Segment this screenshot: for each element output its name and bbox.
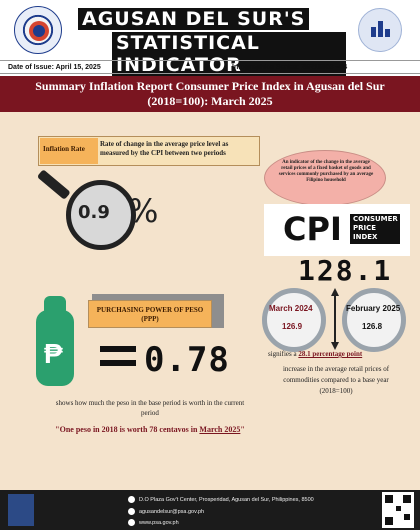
ppp-title-line-1: PURCHASING POWER OF PESO bbox=[96, 306, 204, 314]
percentage-point-highlight: 28.1 percentage point bbox=[298, 350, 363, 358]
cpi-definition-text: An indicator of the change in the averag… bbox=[278, 160, 374, 183]
email-text[interactable]: agusandelsur@psa.gov.ph bbox=[139, 508, 205, 515]
february-2025-label: February 2025 bbox=[346, 304, 401, 313]
cpi-signifies: signifies a 28.1 percentage point bbox=[268, 350, 418, 358]
title-line-1: AGUSAN DEL SUR'S bbox=[78, 8, 310, 30]
inflation-rate-label: Inflation Rate bbox=[40, 138, 98, 164]
footer-website[interactable]: www.psa.gov.ph bbox=[128, 519, 179, 526]
footer-address: D.O Plaza Gov't Center, Prosperidad, Agu… bbox=[128, 496, 314, 503]
title-line-2: STATISTICAL INDICATOR bbox=[112, 32, 346, 76]
percent-sign: % bbox=[128, 192, 159, 230]
cpi-value: 128.1 bbox=[298, 254, 393, 287]
march-2024-value: 126.9 bbox=[282, 322, 303, 331]
february-2025-value: 126.8 bbox=[362, 322, 383, 331]
website-text[interactable]: www.psa.gov.ph bbox=[139, 519, 179, 526]
page-footer: D.O Plaza Gov't Center, Prosperidad, Agu… bbox=[0, 490, 420, 530]
statistics-chart-icon bbox=[358, 8, 402, 52]
issue-meta: Date of Issue: April 15, 2025 Infographi… bbox=[0, 60, 420, 74]
ppp-title-line-2: (PPP) bbox=[141, 315, 159, 323]
inflation-description: Rate of change in the average price leve… bbox=[100, 140, 229, 157]
report-title-banner: Summary Inflation Report Consumer Price … bbox=[0, 76, 420, 112]
peso-sign-icon: ₱ bbox=[44, 338, 63, 369]
psa-seal-logo bbox=[14, 6, 62, 54]
globe-icon bbox=[128, 519, 135, 526]
page-header: AGUSAN DEL SUR'S STATISTICAL INDICATOR bbox=[0, 0, 420, 76]
ppp-quote: "One peso in 2018 is worth 78 centavos i… bbox=[48, 424, 252, 435]
money-bag-top bbox=[44, 296, 66, 312]
ppp-title: PURCHASING POWER OF PESO (PPP) bbox=[88, 300, 212, 328]
banner-line-2: (2018=100): March 2025 bbox=[147, 94, 273, 108]
double-arrow-icon bbox=[331, 288, 339, 350]
inflation-rate-value: 0.9 bbox=[78, 202, 110, 223]
banner-line-1: Summary Inflation Report Consumer Price … bbox=[35, 79, 385, 93]
march-2024-label: March 2024 bbox=[269, 304, 313, 313]
email-icon bbox=[128, 508, 135, 515]
iso-certification-logo bbox=[8, 494, 34, 526]
equals-sign-icon bbox=[100, 346, 136, 366]
ppp-quote-prefix: "One peso in 2018 is worth 78 centavos i… bbox=[55, 425, 198, 434]
cpi-logo-text: CPI bbox=[283, 210, 342, 248]
ppp-description-box bbox=[46, 394, 252, 446]
signifies-prefix: signifies a bbox=[268, 350, 297, 358]
date-of-issue: Date of Issue: April 15, 2025 bbox=[8, 64, 101, 71]
magnifier-icon bbox=[66, 180, 136, 250]
march-2024-circle bbox=[262, 288, 326, 352]
ppp-quote-suffix: " bbox=[240, 425, 245, 434]
ppp-value: 0.78 bbox=[144, 340, 230, 380]
location-icon bbox=[128, 496, 135, 503]
footer-email[interactable]: agusandelsur@psa.gov.ph bbox=[128, 508, 204, 515]
cpi-logo-subtext: CONSUMER PRICE INDEX bbox=[350, 214, 400, 244]
ppp-quote-month: March 2025 bbox=[199, 425, 241, 434]
money-bag-icon bbox=[36, 310, 74, 386]
qr-code[interactable] bbox=[382, 492, 414, 528]
ppp-description: shows how much the peso in the base peri… bbox=[55, 399, 245, 417]
address-text: D.O Plaza Gov't Center, Prosperidad, Agu… bbox=[139, 496, 314, 503]
header-title: AGUSAN DEL SUR'S STATISTICAL INDICATOR bbox=[66, 4, 346, 76]
february-2025-circle bbox=[342, 288, 406, 352]
cpi-increase-text: increase in the average retail prices of… bbox=[282, 365, 390, 395]
infographics-series: Infographics Series: 25R16003 –04 bbox=[232, 64, 348, 71]
